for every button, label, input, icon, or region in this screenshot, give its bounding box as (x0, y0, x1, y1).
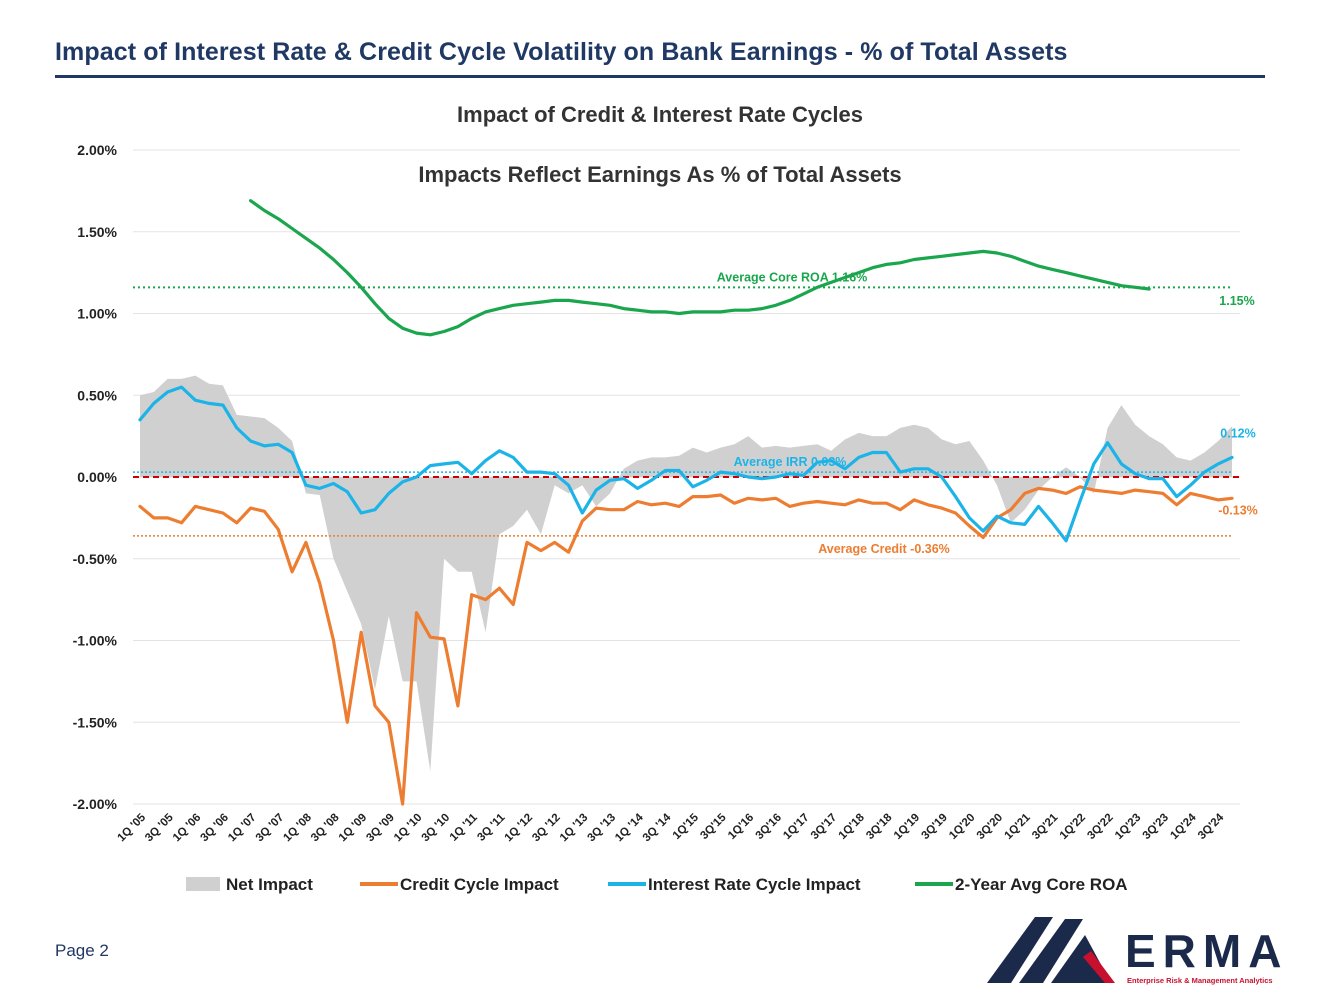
x-tick-label: 3Q '05 (143, 811, 176, 844)
reference-line-label: Average Credit -0.36% (818, 542, 950, 556)
x-tick-label: 3Q '14 (641, 811, 674, 844)
line-layer (138, 199, 1234, 806)
x-tick-label: 3Q'19 (920, 812, 950, 842)
x-tick-label: 1Q '08 (281, 811, 314, 844)
legend-label: Net Impact (226, 875, 313, 894)
net-impact-area (140, 375, 1232, 772)
reference-line-label: Average IRR 0.03% (734, 455, 847, 469)
legend-label: Interest Rate Cycle Impact (648, 875, 861, 894)
x-tick-label: 3Q'15 (698, 811, 729, 842)
legend-label: 2-Year Avg Core ROA (955, 875, 1128, 894)
x-tick-label: 3Q '13 (586, 812, 619, 845)
x-tick-label: 3Q'23 (1141, 812, 1171, 842)
reference-lines (133, 286, 1240, 537)
x-tick-label: 1Q '14 (613, 811, 646, 844)
x-tick-label: 1Q'17 (781, 812, 811, 842)
core-roa-line (249, 199, 1151, 337)
x-tick-label: 1Q '05 (116, 811, 149, 844)
x-tick-label: 3Q '10 (420, 812, 453, 845)
x-tick-label: 3Q '07 (254, 812, 287, 845)
x-tick-label: 1Q '07 (226, 812, 259, 845)
y-tick-label: 2.00% (77, 142, 117, 158)
x-tick-label: 3Q'17 (809, 812, 839, 842)
reference-line-label: Average Core ROA 1.16% (717, 270, 868, 284)
logo-mountain-mid (1019, 919, 1083, 983)
logo-tagline: Enterprise Risk & Management Analytics (1127, 976, 1273, 985)
x-tick-label: 1Q'20 (947, 812, 977, 842)
x-tick-label: 3Q'24 (1196, 811, 1227, 842)
x-tick-label: 1Q '13 (558, 812, 591, 845)
x-tick-label: 1Q'23 (1113, 812, 1143, 842)
y-axis-ticks: -2.00% -1.50% -1.00% -0.50% 0.00% 0.50% 1.00% 1… (73, 142, 118, 812)
end-value-label: 0.12% (1220, 426, 1255, 440)
x-tick-label: 1Q '11 (448, 811, 481, 844)
x-tick-label: 3Q '09 (364, 812, 397, 845)
x-tick-label: 3Q'21 (1030, 811, 1061, 842)
chart-title: Impact of Credit & Interest Rate Cycles (457, 102, 863, 127)
area-layer (140, 375, 1232, 772)
y-tick-label: -1.50% (73, 714, 118, 730)
chart-subtitle: Impacts Reflect Earnings As % of Total A… (418, 162, 901, 187)
end-labels: Average Core ROA 1.16% Average IRR 0.03% A… (717, 270, 1258, 556)
x-tick-label: 1Q'18 (837, 811, 868, 842)
x-tick-label: 1Q '09 (337, 812, 370, 845)
x-tick-label: 3Q'20 (975, 812, 1005, 842)
x-tick-label: 3Q '08 (309, 811, 342, 844)
y-tick-label: 0.00% (77, 469, 117, 485)
logo-mountain-left (987, 917, 1053, 983)
erma-logo: ERMA Enterprise Risk & Management Analyt… (987, 917, 1288, 985)
logo-red-stripe (1083, 951, 1115, 983)
legend-label: Credit Cycle Impact (400, 875, 559, 894)
y-tick-label: 1.50% (77, 224, 117, 240)
irr-cycle-line (138, 385, 1234, 543)
legend: Net Impact Credit Cycle Impact Interest Ra… (186, 875, 1128, 894)
x-tick-label: 1Q '12 (503, 812, 536, 845)
x-tick-label: 3Q'22 (1085, 812, 1115, 842)
x-tick-label: 1Q'19 (892, 812, 922, 842)
x-tick-label: 3Q '06 (198, 812, 231, 845)
end-value-label: -0.13% (1218, 503, 1258, 517)
y-tick-label: 1.00% (77, 306, 117, 322)
y-tick-label: -2.00% (73, 796, 118, 812)
x-tick-label: 1Q '06 (171, 812, 204, 845)
credit-cycle-line (138, 485, 1234, 806)
x-tick-label: 1Q'24 (1168, 811, 1199, 842)
x-tick-label: 1Q'22 (1058, 812, 1088, 842)
x-tick-label: 3Q '11 (475, 811, 508, 844)
logo-wordmark: ERMA (1125, 925, 1288, 977)
x-tick-label: 1Q'21 (1002, 811, 1033, 842)
x-tick-label: 1Q'15 (671, 811, 702, 842)
x-tick-label: 3Q'18 (864, 811, 895, 842)
x-tick-label: 3Q '12 (530, 812, 563, 845)
x-tick-label: 3Q'16 (754, 812, 784, 842)
legend-swatch (186, 877, 220, 891)
x-tick-label: 1Q'16 (726, 812, 756, 842)
slide-title: Impact of Interest Rate & Credit Cycle V… (55, 38, 1265, 78)
end-value-label: 1.15% (1219, 294, 1254, 308)
y-tick-label: 0.50% (77, 387, 117, 403)
y-tick-label: -0.50% (73, 551, 118, 567)
y-tick-label: -1.00% (73, 633, 118, 649)
x-tick-label: 1Q '10 (392, 812, 425, 845)
page-number: Page 2 (55, 941, 109, 960)
